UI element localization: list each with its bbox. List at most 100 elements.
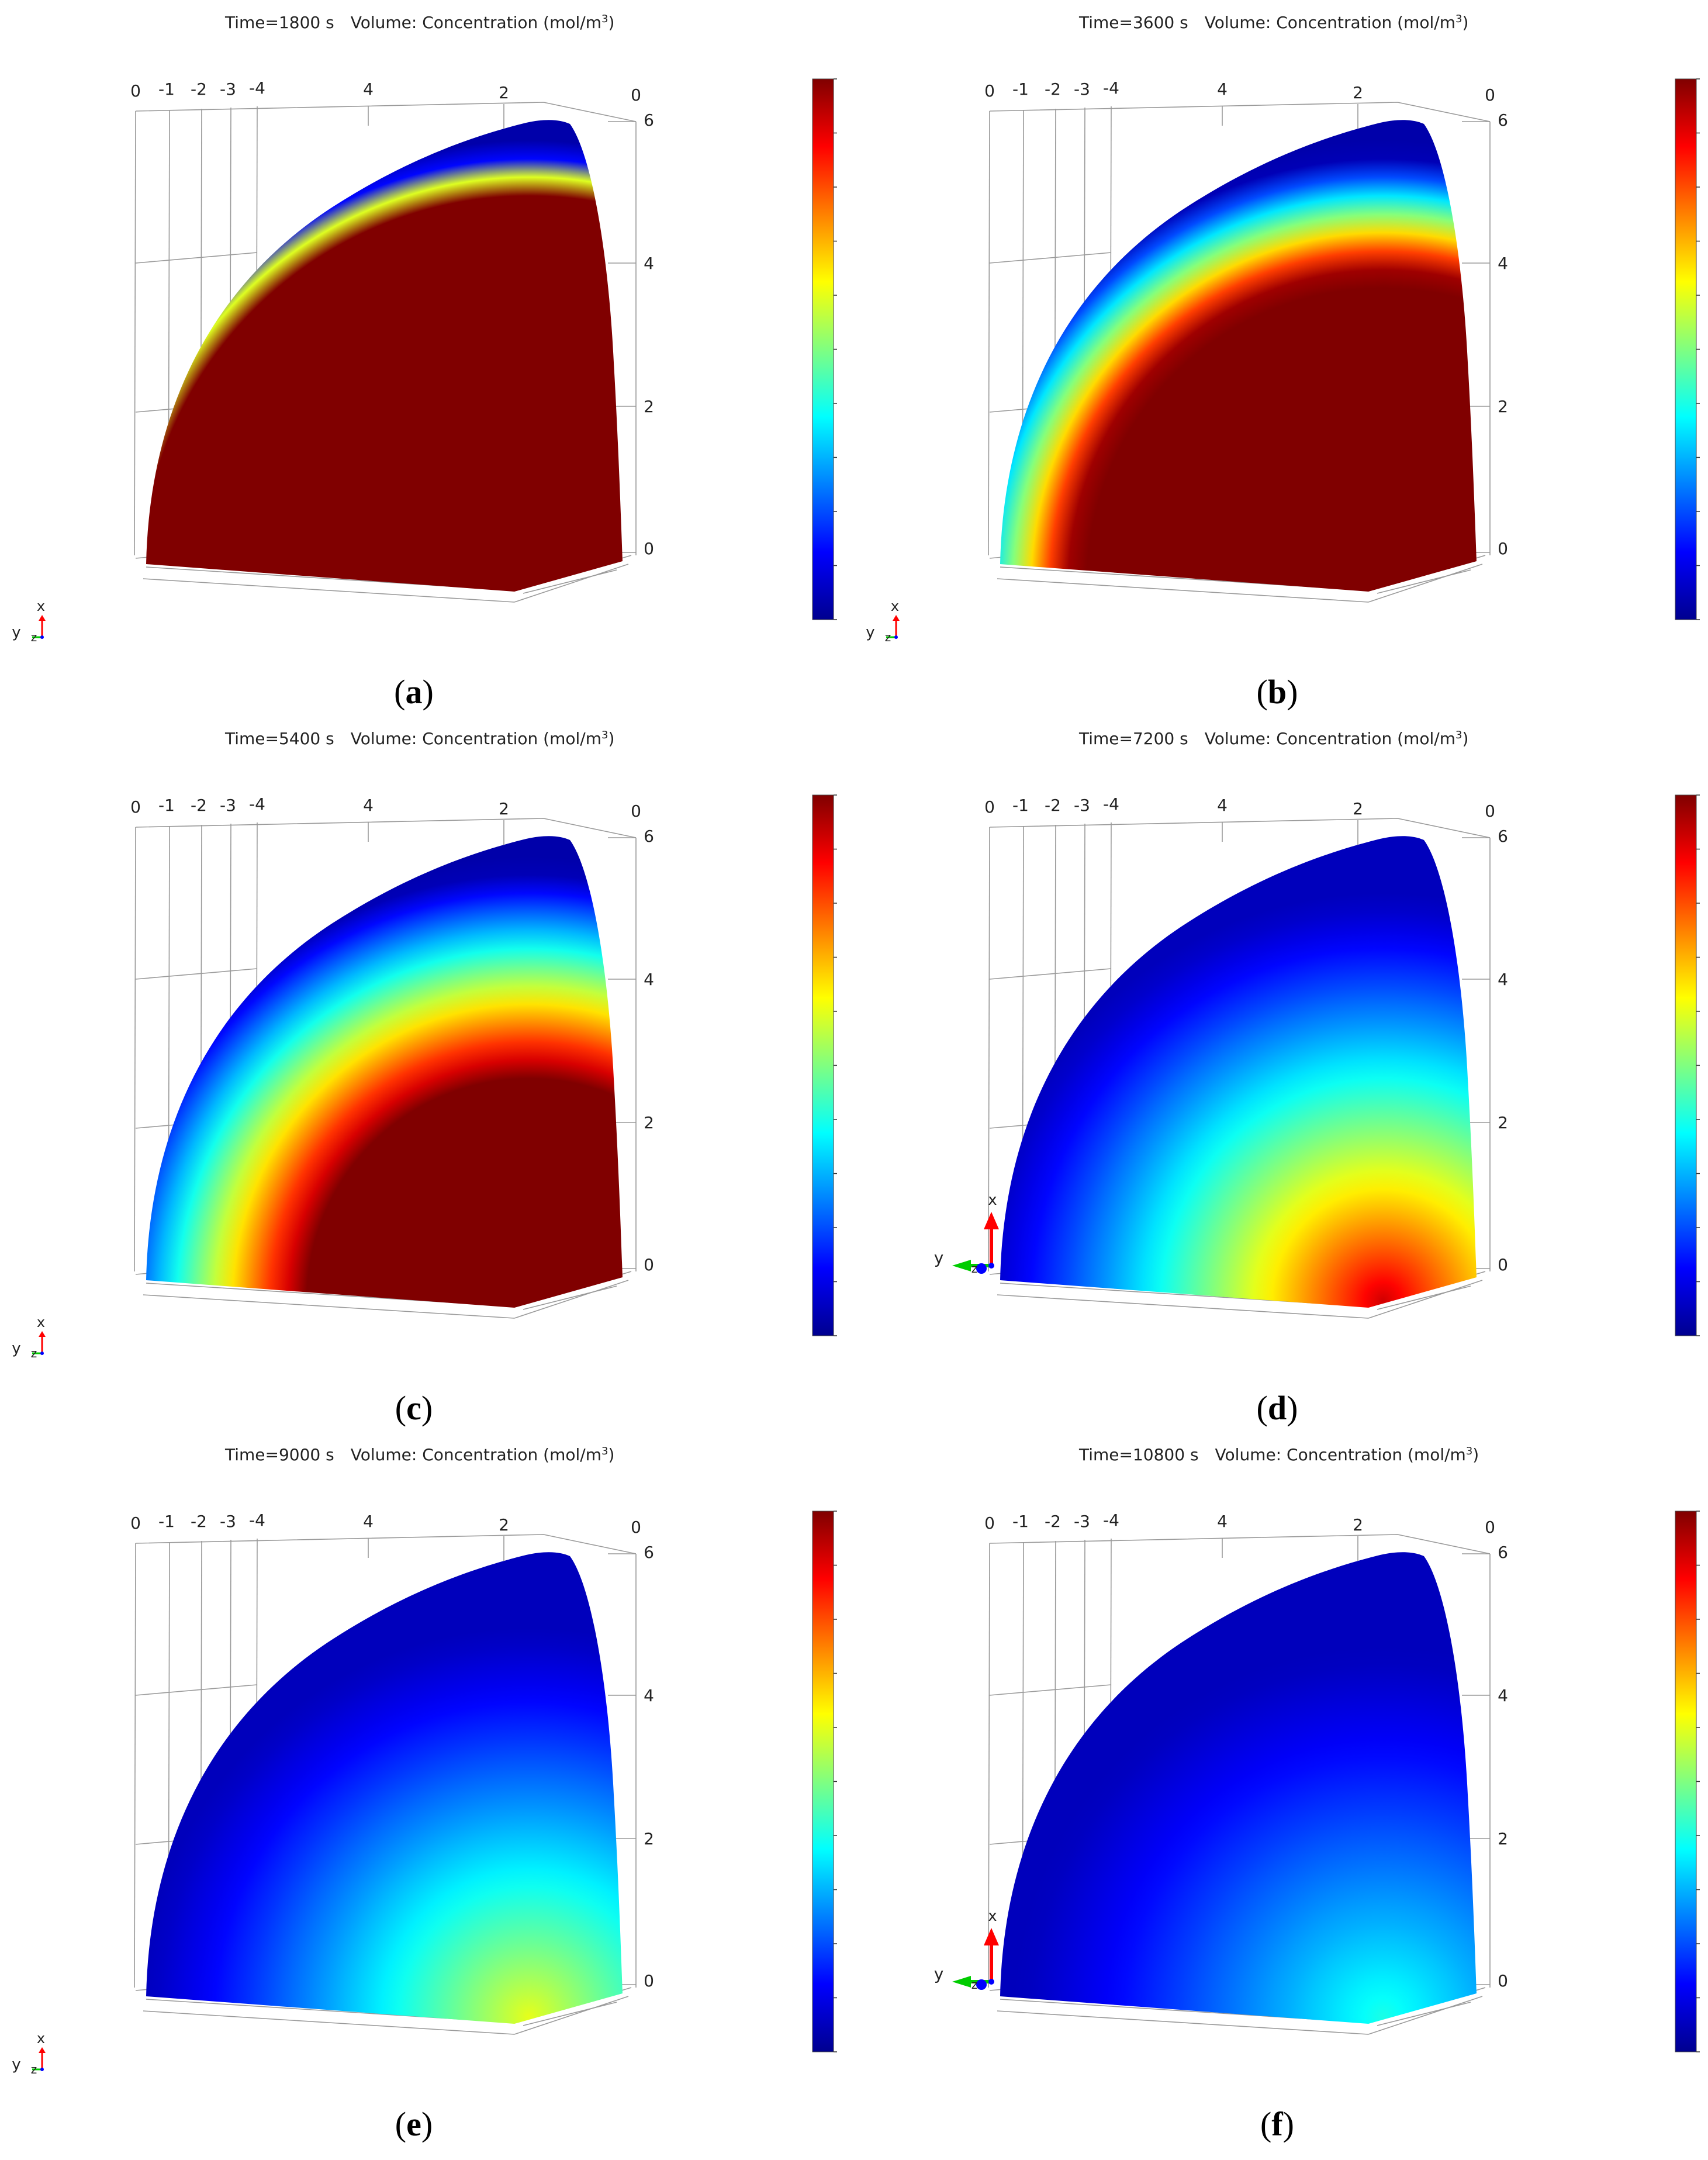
caption-letter: e (406, 2105, 421, 2143)
top-tick-label: -4 (249, 1511, 265, 1530)
top-tick-label: -2 (191, 80, 207, 99)
time-label: Time=10800 s (1079, 1445, 1199, 1465)
colorbar-ticks (834, 78, 837, 620)
panel-caption: (c) (355, 1388, 472, 1428)
panel-caption: (b) (1219, 672, 1336, 711)
right-tick-label: 2 (1498, 1829, 1508, 1848)
top-tick-label: 0 (631, 1518, 641, 1537)
panel-title: Time=7200 s Volume: Concentration (mol/m3… (854, 729, 1708, 748)
unit-close: ) (1462, 13, 1469, 33)
top-tick-label: -2 (1045, 80, 1061, 99)
top-tick-label: -3 (220, 80, 236, 99)
right-tick-label: 0 (644, 1255, 654, 1274)
right-tick-label: 0 (644, 539, 654, 558)
top-tick-label: -3 (220, 796, 236, 815)
panel-e: Time=9000 s Volume: Concentration (mol/m3… (0, 1432, 854, 2148)
right-tick-label: 0 (1498, 1255, 1508, 1274)
top-tick-label: -2 (1045, 1512, 1061, 1531)
caption-open: ( (1256, 673, 1268, 711)
time-label: Time=1800 s (225, 13, 334, 33)
top-tick-label: -3 (220, 1512, 236, 1531)
right-tick-label: 2 (644, 1829, 654, 1848)
top-tick-label: -3 (1074, 796, 1090, 815)
panel-title: Time=3600 s Volume: Concentration (mol/m3… (854, 13, 1708, 32)
unit-superscript: 3 (1465, 1445, 1473, 1457)
top-tick-label: -4 (249, 794, 265, 814)
top-tick-label: 4 (1217, 80, 1228, 99)
top-tick-label: 0 (1485, 801, 1495, 821)
right-tick-label: 4 (644, 254, 654, 273)
svg-text:x: x (988, 1191, 997, 1209)
concentration-surface (146, 836, 623, 1308)
top-tick-label: -1 (158, 1512, 175, 1531)
svg-text:z: z (31, 1346, 37, 1360)
unit-superscript: 3 (601, 1445, 608, 1457)
right-tick-label: 0 (1498, 1971, 1508, 1990)
concentration-surface (1000, 120, 1477, 592)
panel-caption: (d) (1219, 1388, 1336, 1428)
caption-close: ) (421, 1389, 433, 1427)
svg-text:x: x (37, 2030, 45, 2047)
top-tick-label: -3 (1074, 1512, 1090, 1531)
svg-text:y: y (12, 624, 20, 641)
caption-close: ) (1287, 1389, 1298, 1427)
top-tick-label: 2 (1353, 1515, 1363, 1535)
colorbar-ticks (834, 794, 837, 1336)
right-tick-label: 4 (644, 1686, 654, 1705)
top-tick-label: 2 (1353, 83, 1363, 102)
caption-close: ) (422, 673, 434, 711)
panel-title: Time=9000 s Volume: Concentration (mol/m3… (0, 1445, 1079, 1464)
caption-letter: c (406, 1389, 421, 1427)
right-tick-label: 6 (1498, 1543, 1508, 1562)
top-tick-label: 0 (130, 1513, 141, 1533)
unit-close: ) (608, 729, 615, 749)
svg-text:z: z (31, 630, 37, 644)
unit-superscript: 3 (601, 13, 608, 25)
top-tick-label: 0 (130, 797, 141, 817)
right-tick-label: 2 (1498, 397, 1508, 416)
top-tick-label: -1 (1012, 796, 1029, 815)
right-tick-label: 6 (644, 1543, 654, 1562)
svg-text:z: z (31, 2062, 37, 2076)
top-tick-label: -4 (1103, 794, 1119, 814)
caption-close: ) (421, 2105, 433, 2143)
caption-open: ( (1260, 2105, 1272, 2143)
caption-letter: a (405, 673, 423, 711)
concentration-surface (1000, 836, 1477, 1308)
unit-close: ) (608, 13, 615, 33)
svg-text:x: x (37, 598, 45, 614)
colorbar-ticks (1696, 1511, 1700, 2052)
caption-close: ) (1287, 673, 1298, 711)
top-tick-label: -2 (1045, 796, 1061, 815)
quantity-label: Volume: Concentration (mol/m (1204, 13, 1456, 33)
right-tick-label: 2 (1498, 1113, 1508, 1132)
panel-d: Time=7200 s Volume: Concentration (mol/m3… (854, 716, 1708, 1432)
right-tick-label: 6 (644, 827, 654, 846)
svg-text:y: y (934, 1248, 944, 1267)
panel-title: Time=5400 s Volume: Concentration (mol/m3… (0, 729, 1079, 748)
top-tick-label: -1 (158, 80, 175, 99)
quantity-label: Volume: Concentration (mol/m (1204, 729, 1456, 749)
svg-text:y: y (12, 1340, 20, 1357)
top-tick-label: 0 (631, 85, 641, 105)
panel-c: Time=5400 s Volume: Concentration (mol/m3… (0, 716, 854, 1432)
right-tick-label: 0 (644, 1971, 654, 1990)
unit-superscript: 3 (1455, 729, 1462, 741)
top-tick-label: 0 (1485, 85, 1495, 105)
top-tick-label: -4 (1103, 1511, 1119, 1530)
quantity-label: Volume: Concentration (mol/m (350, 13, 602, 33)
caption-letter: b (1267, 673, 1287, 711)
colorbar (812, 1511, 834, 2052)
top-tick-label: -1 (158, 796, 175, 815)
colorbar (1675, 1511, 1697, 2052)
caption-open: ( (395, 1389, 407, 1427)
right-tick-label: 0 (1498, 539, 1508, 558)
caption-close: ) (1282, 2105, 1294, 2143)
